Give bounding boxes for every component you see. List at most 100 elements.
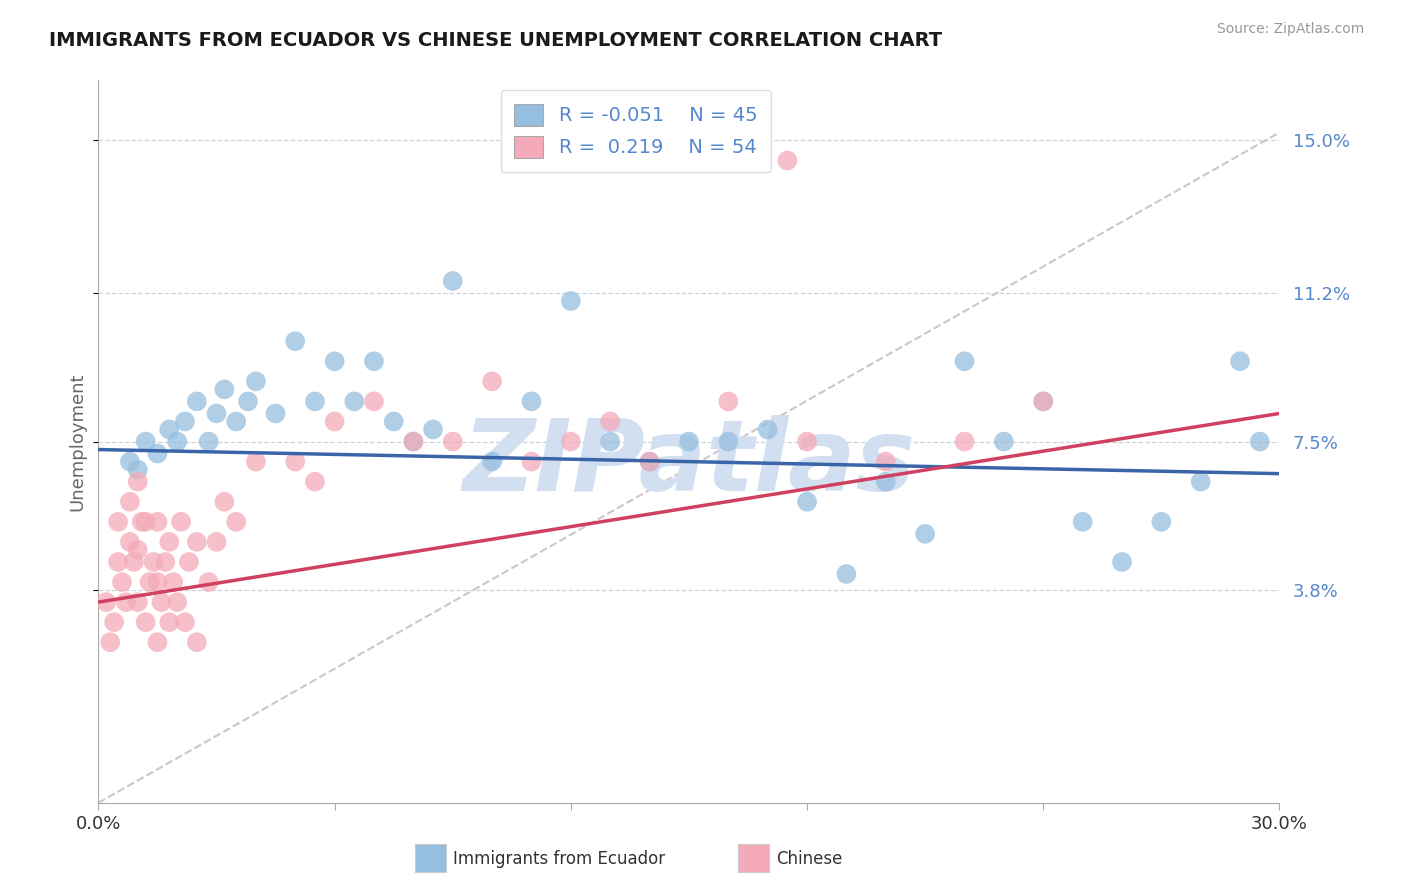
Point xyxy=(402,434,425,449)
Point xyxy=(520,394,543,409)
Point xyxy=(1229,354,1251,368)
Point xyxy=(186,635,208,649)
Point xyxy=(197,434,219,449)
Point xyxy=(225,414,247,429)
Point xyxy=(174,615,197,630)
Point xyxy=(323,354,346,368)
Point xyxy=(304,394,326,409)
Point xyxy=(284,455,307,469)
Point xyxy=(363,354,385,368)
Point xyxy=(107,555,129,569)
Point xyxy=(796,494,818,508)
Point xyxy=(146,446,169,460)
Point xyxy=(236,394,259,409)
Point xyxy=(103,615,125,630)
Point xyxy=(197,575,219,590)
Point xyxy=(441,434,464,449)
Point xyxy=(166,595,188,609)
Point xyxy=(756,423,779,437)
Point xyxy=(953,354,976,368)
Point xyxy=(157,423,180,437)
Point xyxy=(186,394,208,409)
Text: Immigrants from Ecuador: Immigrants from Ecuador xyxy=(453,850,665,868)
Point xyxy=(638,455,661,469)
Point xyxy=(127,595,149,609)
Point xyxy=(157,535,180,549)
Point xyxy=(835,567,858,582)
Point xyxy=(481,375,503,389)
Point xyxy=(142,555,165,569)
Point xyxy=(150,595,173,609)
Point xyxy=(214,382,236,396)
Point xyxy=(177,555,200,569)
Point xyxy=(122,555,145,569)
Text: Chinese: Chinese xyxy=(776,850,842,868)
Point xyxy=(264,407,287,421)
Point xyxy=(135,515,157,529)
Point xyxy=(146,515,169,529)
Point xyxy=(1189,475,1212,489)
Point xyxy=(678,434,700,449)
Point xyxy=(157,615,180,630)
Point xyxy=(245,375,267,389)
Point xyxy=(131,515,153,529)
Point xyxy=(1032,394,1054,409)
Point xyxy=(214,494,236,508)
Point xyxy=(111,575,134,590)
Point xyxy=(717,394,740,409)
Point xyxy=(1249,434,1271,449)
Point xyxy=(382,414,405,429)
Y-axis label: Unemployment: Unemployment xyxy=(69,372,87,511)
Point xyxy=(135,434,157,449)
Point xyxy=(166,434,188,449)
Point xyxy=(127,542,149,557)
Point xyxy=(914,526,936,541)
Point xyxy=(875,455,897,469)
Point xyxy=(186,535,208,549)
Point xyxy=(155,555,177,569)
Point xyxy=(599,414,621,429)
Point xyxy=(796,434,818,449)
Point xyxy=(98,635,121,649)
Point xyxy=(146,575,169,590)
Point xyxy=(343,394,366,409)
Point xyxy=(118,494,141,508)
Point xyxy=(993,434,1015,449)
Point xyxy=(245,455,267,469)
Point xyxy=(304,475,326,489)
Point xyxy=(115,595,138,609)
Text: Source: ZipAtlas.com: Source: ZipAtlas.com xyxy=(1216,22,1364,37)
Point xyxy=(146,635,169,649)
Point xyxy=(875,475,897,489)
Point xyxy=(441,274,464,288)
Point xyxy=(560,434,582,449)
Point xyxy=(127,462,149,476)
Point xyxy=(422,423,444,437)
Point xyxy=(776,153,799,168)
Point xyxy=(205,407,228,421)
Point xyxy=(599,434,621,449)
Point xyxy=(162,575,184,590)
Point xyxy=(118,455,141,469)
Point xyxy=(225,515,247,529)
Point xyxy=(1032,394,1054,409)
Point xyxy=(638,455,661,469)
Point xyxy=(96,595,118,609)
Legend: R = -0.051    N = 45, R =  0.219    N = 54: R = -0.051 N = 45, R = 0.219 N = 54 xyxy=(501,90,770,172)
Point xyxy=(1071,515,1094,529)
Point xyxy=(174,414,197,429)
Point xyxy=(170,515,193,529)
Point xyxy=(953,434,976,449)
Point xyxy=(127,475,149,489)
Point xyxy=(323,414,346,429)
Point xyxy=(118,535,141,549)
Point xyxy=(135,615,157,630)
Point xyxy=(520,455,543,469)
Point xyxy=(138,575,160,590)
Point xyxy=(1150,515,1173,529)
Point xyxy=(560,293,582,308)
Text: IMMIGRANTS FROM ECUADOR VS CHINESE UNEMPLOYMENT CORRELATION CHART: IMMIGRANTS FROM ECUADOR VS CHINESE UNEMP… xyxy=(49,31,942,50)
Text: ZIPatlas: ZIPatlas xyxy=(463,415,915,512)
Point xyxy=(1111,555,1133,569)
Point xyxy=(363,394,385,409)
